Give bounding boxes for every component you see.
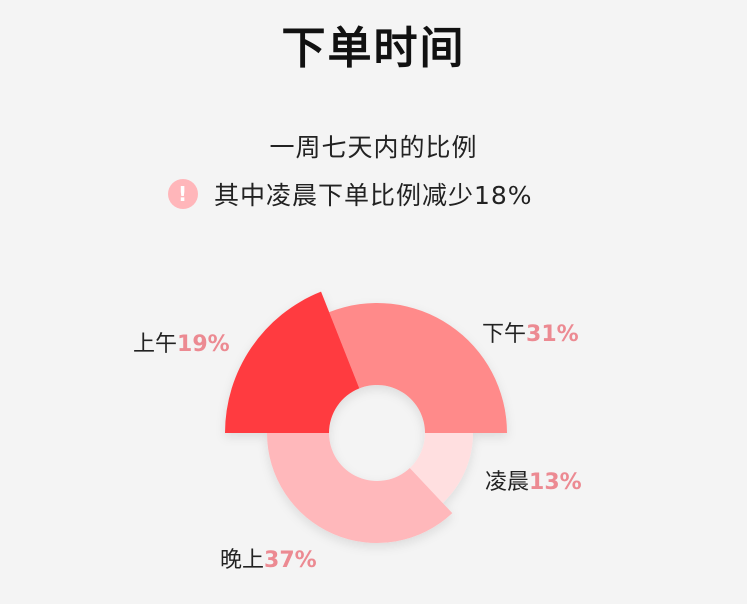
note: ! 其中凌晨下单比例减少18% [168,176,533,212]
exclamation-circle-icon: ! [168,179,198,209]
slice-afternoon [329,302,507,433]
note-text: 其中凌晨下单比例减少18% [214,181,533,210]
label-morning: 上午19% [133,332,230,357]
chart-subtitle: 一周七天内的比例 [269,133,478,162]
slice-early-morning [409,433,473,503]
label-evening: 晚上37% [220,548,317,573]
label-early-morning: 凌晨13% [485,470,582,495]
slice-evening [267,433,453,543]
label-afternoon: 下午31% [482,322,579,347]
slice-morning [225,291,360,433]
page-title: 下单时间 [281,23,466,74]
